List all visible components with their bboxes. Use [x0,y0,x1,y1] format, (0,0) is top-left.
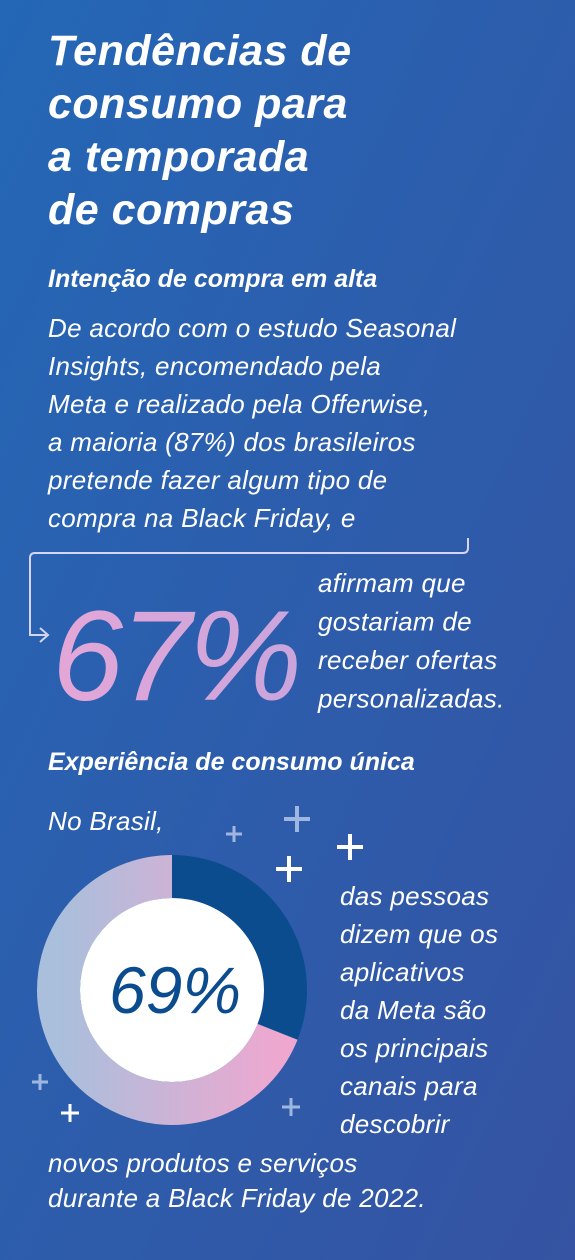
body-line: a maioria (87%) dos brasileiros [48,427,416,457]
intro: No Brasil, [48,806,164,836]
connector [29,538,469,636]
body-line: pretende fazer algum tipo de [47,465,387,495]
donut-text-line: dizem que os [340,919,498,949]
body-line: compra na Black Friday, e [48,503,356,533]
stat-text-line: gostariam de [318,607,472,637]
section-heading: Intenção de compra em alta [48,265,377,293]
donut-text-line: das pessoas [340,881,489,911]
donut-arc [37,855,298,1125]
body-line: De acordo com o estudo Seasonal [48,313,457,343]
donut-label: 69% [109,953,241,1027]
donut-hole [80,898,264,1082]
donut-text-line: aplicativos [340,957,465,987]
closing-line: novos produtos e serviços [48,1148,358,1178]
stat-text-line: afirmam que [318,568,466,598]
closing-line: durante a Black Friday de 2022. [48,1183,426,1213]
stat: 67% [52,585,299,728]
title-line: consumo para [48,80,348,128]
body-line: Meta e realizado pela Offerwise, [48,389,430,419]
title-line: a temporada [48,133,309,181]
stat-text-line: receber ofertas [318,645,497,675]
body-line: Insights, encomendado pela [48,351,381,381]
title-line: de compras [48,186,294,234]
donut-text-line: os principais [340,1033,488,1063]
sparkles [32,806,363,1122]
donut-text-line: da Meta são [340,995,486,1025]
stat-text-line: personalizadas. [317,684,505,714]
arrow-head [39,627,50,643]
section-heading: Experiência de consumo única [48,748,415,776]
donut-text-line: canais para [340,1071,478,1101]
donut-text-line: descobrir [340,1109,451,1139]
title-line: Tendências de [48,27,352,75]
